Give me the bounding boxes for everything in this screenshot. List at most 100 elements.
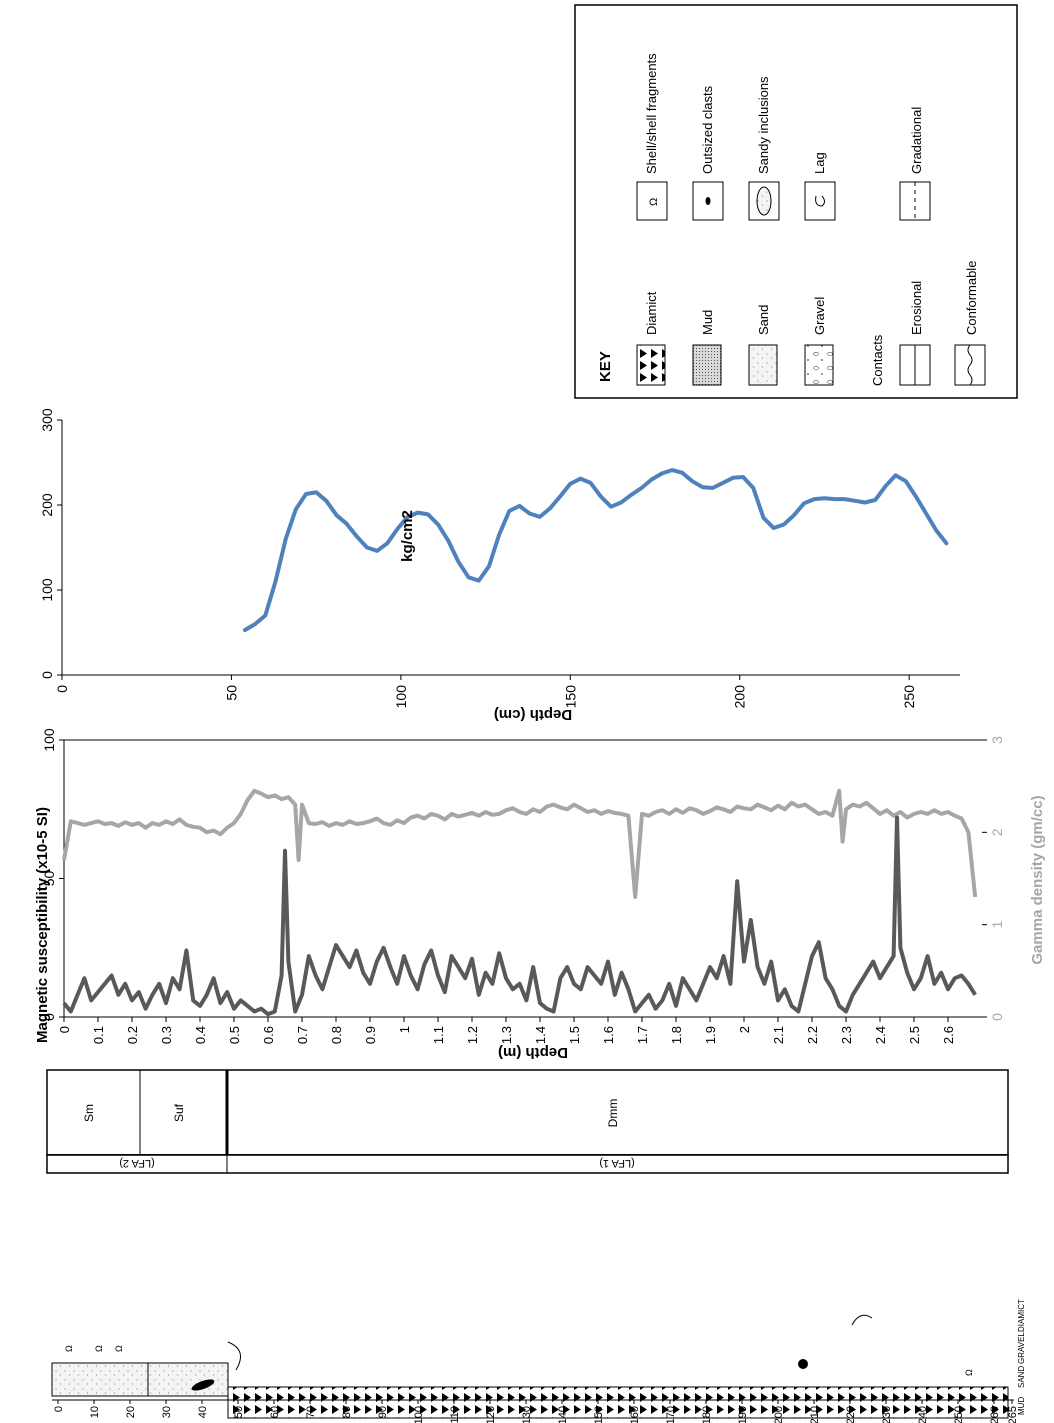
shear-chart-x-tick-label: 150 bbox=[562, 685, 578, 709]
svg-text:GRAVEL: GRAVEL bbox=[1017, 1332, 1026, 1364]
shear-strength-series-line bbox=[243, 468, 949, 632]
log-depth-tick-label: 120 bbox=[485, 1406, 497, 1423]
svg-text:Lag: Lag bbox=[812, 152, 827, 174]
log-depth-tick-label: 20 bbox=[125, 1406, 137, 1418]
facies-suf-label: Suf bbox=[172, 1103, 186, 1122]
svg-text:Shell/shell fragments: Shell/shell fragments bbox=[644, 53, 659, 174]
svg-text:Sand: Sand bbox=[756, 305, 771, 335]
magnetic-chart-x-tick-label: 1.6 bbox=[601, 1026, 616, 1044]
legend-key: KEY Diamict Mud Sand Gravel Contacts Ero… bbox=[574, 4, 1018, 399]
shear-chart-axes bbox=[61, 420, 960, 676]
key-item-erosional: Erosional bbox=[899, 281, 931, 386]
lithofacies-column: Sm Suf Dmm (LFA 2) (LFA 1) bbox=[46, 1069, 1009, 1174]
magnetic-chart-x-tick-label: 1.2 bbox=[465, 1026, 480, 1044]
log-depth-tick-label: 0 bbox=[53, 1406, 65, 1412]
key-item-sandy-inclusions: Sandy inclusions bbox=[748, 76, 780, 221]
log-depth-tick-label: 230 bbox=[881, 1406, 893, 1423]
magnetic-chart-x-tick-label: 1.3 bbox=[499, 1026, 514, 1044]
shear-chart-y-tick-label: 100 bbox=[39, 578, 55, 602]
svg-text:Outsized clasts: Outsized clasts bbox=[700, 85, 715, 174]
magnetic-chart-ylabel: Magnetic susceptibility (x10-5 SI) bbox=[34, 807, 51, 1043]
svg-text:Gradational: Gradational bbox=[909, 107, 924, 174]
magnetic-chart-y-tick-label: 0 bbox=[41, 1013, 57, 1021]
log-depth-tick-label: 250 bbox=[953, 1406, 965, 1423]
shear-chart-x-tick-label: 250 bbox=[901, 685, 917, 709]
shear-chart-y-tick-label: 200 bbox=[39, 493, 55, 517]
shear-chart-ylabel: kg/cm2 bbox=[399, 510, 416, 562]
shear-strength-chart: 0 50 100 150 200 250 0 100 200 300 kg/cm2 Depth … bbox=[39, 408, 960, 723]
magnetic-chart-x-tick-label: 0.4 bbox=[193, 1026, 208, 1044]
svg-text:Ω: Ω bbox=[64, 1345, 74, 1352]
gamma-density-tick-label: 2 bbox=[989, 828, 1005, 836]
lag-icon bbox=[851, 1314, 873, 1326]
grain-size-axis-labels: MUD SAND GRAVEL DIAMICT bbox=[1017, 1299, 1026, 1415]
log-depth-tick-label: 265 bbox=[1007, 1406, 1019, 1423]
log-depth-tick-label: 210 bbox=[809, 1406, 821, 1423]
magnetic-chart-x-tick-label: 2.6 bbox=[941, 1026, 956, 1044]
log-depth-tick-label: 110 bbox=[449, 1406, 461, 1423]
log-depth-tick-label: 200 bbox=[773, 1406, 785, 1423]
key-item-conformable: Conformable bbox=[954, 261, 986, 386]
key-item-mud: Mud bbox=[692, 310, 722, 386]
log-depth-tick-label: 170 bbox=[665, 1406, 677, 1423]
magnetic-chart-x-tick-label: 2.4 bbox=[873, 1026, 888, 1044]
key-item-gradational: Gradational bbox=[899, 107, 931, 221]
gamma-density-ylabel: Gamma density (gm/cc) bbox=[1029, 795, 1046, 964]
sandy-inclusion-icon bbox=[227, 1341, 241, 1371]
log-depth-tick-label: 260 bbox=[989, 1406, 1001, 1423]
magnetic-chart-x-tick-label: 0 bbox=[57, 1026, 72, 1033]
magnetic-chart-x-tick-label: 1.7 bbox=[635, 1026, 650, 1044]
log-depth-tick-label: 40 bbox=[197, 1406, 209, 1418]
log-depth-tick-label: 70 bbox=[305, 1406, 317, 1418]
magnetic-chart-x-tick-label: 0.8 bbox=[329, 1026, 344, 1044]
magnetic-chart-x-tick-label: 1.8 bbox=[669, 1026, 684, 1044]
magnetic-chart-x-tick-label: 0.2 bbox=[125, 1026, 140, 1044]
log-depth-tick-label: 10 bbox=[89, 1406, 101, 1418]
svg-text:Ω: Ω bbox=[964, 1369, 974, 1376]
lfa2-label: (LFA 2) bbox=[119, 1157, 154, 1169]
sedimentary-log: Ω Ω Ω Ω MUD SAND GRAVEL DIAMICT 0 10 20 30 4… bbox=[51, 1299, 1026, 1423]
svg-text:Ω: Ω bbox=[94, 1345, 104, 1352]
shell-symbols: Ω Ω Ω Ω bbox=[64, 1345, 974, 1376]
gamma-density-tick-label: 0 bbox=[989, 1013, 1005, 1021]
svg-text:Diamict: Diamict bbox=[644, 291, 659, 335]
shear-chart-x-tick-label: 100 bbox=[393, 685, 409, 709]
lfa1-label: (LFA 1) bbox=[599, 1157, 634, 1169]
svg-text:MUD: MUD bbox=[1017, 1397, 1026, 1415]
outsized-clast-icon bbox=[798, 1359, 808, 1369]
svg-text:Ω: Ω bbox=[114, 1345, 124, 1352]
log-depth-tick-label: 130 bbox=[521, 1406, 533, 1423]
magnetic-chart-x-tick-label: 1 bbox=[397, 1026, 412, 1033]
log-depth-tick-label: 150 bbox=[593, 1406, 605, 1423]
shear-chart-y-tick-label: 300 bbox=[39, 408, 55, 432]
magnetic-chart-x-tick-label: 2.3 bbox=[839, 1026, 854, 1044]
log-depth-tick-label: 60 bbox=[269, 1406, 281, 1418]
key-item-lag: Lag bbox=[804, 152, 836, 221]
log-depth-tick-label: 160 bbox=[629, 1406, 641, 1423]
magnetic-chart-x-tick-label: 2.5 bbox=[907, 1026, 922, 1044]
svg-text:Erosional: Erosional bbox=[909, 281, 924, 335]
log-depth-tick-label: 180 bbox=[701, 1406, 713, 1423]
gamma-density-series-line bbox=[62, 788, 978, 899]
shear-chart-y-tick-label: 0 bbox=[39, 671, 55, 679]
magnetic-density-chart: 0 0.1 0.2 0.3 0.4 0.5 0.6 0.7 0.8 0.9 1 1.1 1.2 1.3 1.… bbox=[34, 728, 1046, 1061]
magnetic-chart-x-tick-label: 0.6 bbox=[261, 1026, 276, 1044]
shear-chart-x-tick-label: 0 bbox=[54, 685, 70, 693]
magnetic-chart-y-tick-label: 50 bbox=[41, 871, 57, 887]
log-depth-tick-label: 30 bbox=[161, 1406, 173, 1418]
log-depth-tick-label: 90 bbox=[377, 1406, 389, 1418]
log-depth-tick-label: 80 bbox=[341, 1406, 353, 1418]
magnetic-chart-x-tick-label: 1.1 bbox=[431, 1026, 446, 1044]
svg-text:Sandy inclusions: Sandy inclusions bbox=[756, 76, 771, 174]
shear-chart-x-tick-label: 50 bbox=[223, 685, 239, 701]
svg-text:Gravel: Gravel bbox=[812, 297, 827, 335]
log-depth-tick-label: 190 bbox=[737, 1406, 749, 1423]
magnetic-chart-x-tick-label: 1.5 bbox=[567, 1026, 582, 1044]
key-item-outsized-clasts: Outsized clasts bbox=[692, 85, 724, 221]
svg-text:Mud: Mud bbox=[700, 310, 715, 335]
magnetic-chart-x-tick-label: 2 bbox=[737, 1026, 752, 1033]
magnetic-chart-x-tick-label: 2.1 bbox=[771, 1026, 786, 1044]
magnetic-chart-x-tick-label: 1.4 bbox=[533, 1026, 548, 1044]
svg-text:SAND: SAND bbox=[1017, 1366, 1026, 1388]
svg-text:Ω: Ω bbox=[648, 198, 660, 206]
